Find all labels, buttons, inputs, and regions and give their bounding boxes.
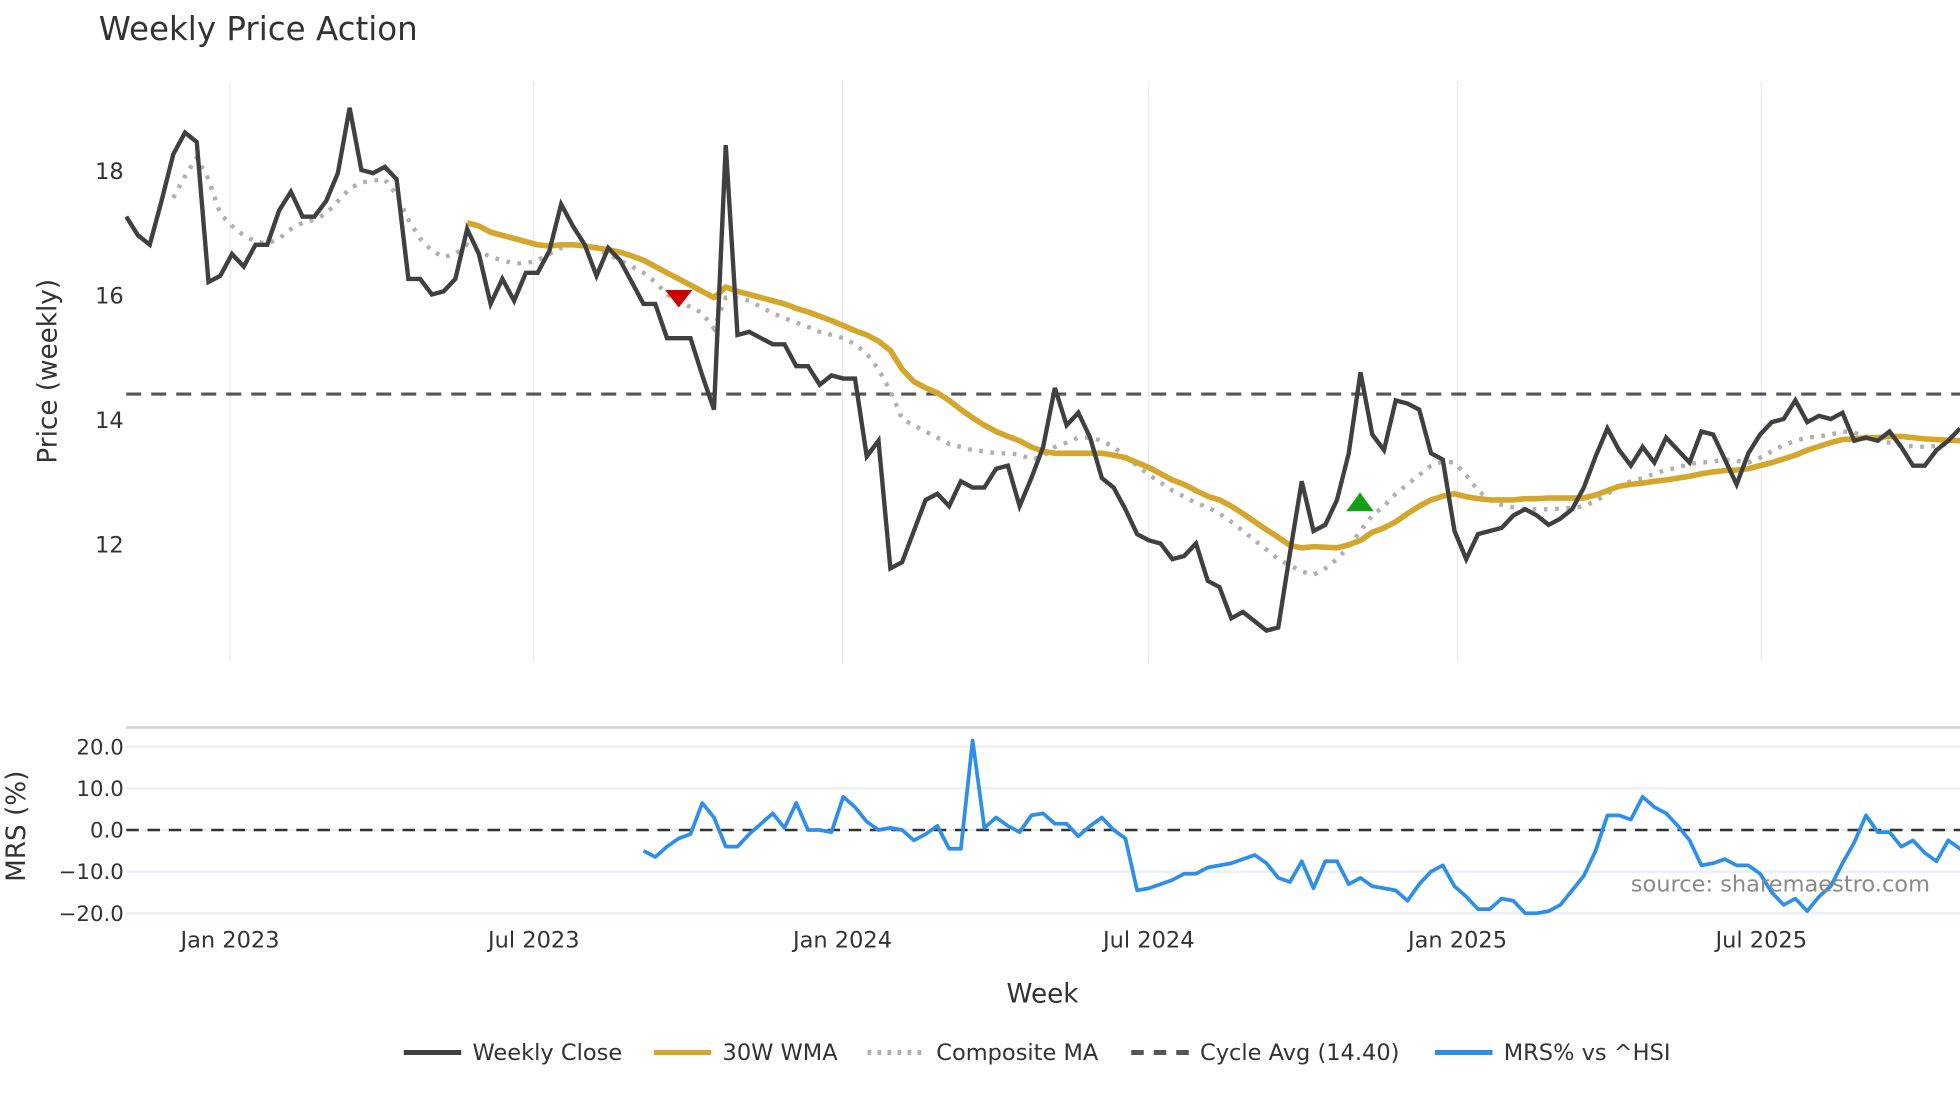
legend-label: Cycle Avg (14.40) [1200,1040,1399,1066]
price-y-tick: 16 [95,283,124,309]
legend-label: Weekly Close [473,1040,623,1066]
x-tick: Jul 2025 [1713,928,1807,954]
legend-item-composite[interactable]: Composite MA [868,1040,1099,1066]
x-axis-label: Week [1007,980,1080,1010]
mrs-y-axis-label: MRS (%) [2,771,32,882]
x-tick: Jan 2024 [791,928,892,954]
legend-label: Composite MA [936,1040,1099,1066]
chart-title: Weekly Price Action [99,10,418,48]
legend-label: 30W WMA [723,1040,839,1066]
mrs-y-tick: 0.0 [90,819,124,844]
mrs-y-ticks: −20.0 −10.0 0.0 10.0 20.0 [59,735,124,927]
source-note: source: sharemaestro.com [1631,871,1930,897]
legend-item-wma[interactable]: 30W WMA [654,1040,838,1066]
weekly-close-line [126,108,1960,631]
legend-item-cycle[interactable]: Cycle Avg (14.40) [1131,1040,1399,1066]
x-tick: Jul 2023 [486,928,580,954]
mrs-y-tick: −10.0 [59,860,124,885]
mrs-y-tick: 20.0 [76,735,123,760]
x-tick: Jan 2023 [178,928,279,954]
mrs-y-tick: 10.0 [76,777,123,802]
legend-item-weekly_close[interactable]: Weekly Close [404,1040,622,1066]
price-y-tick: 12 [95,532,124,558]
price-y-tick: 18 [95,159,124,185]
composite-ma-line [173,158,1948,575]
wma-30w-line [467,223,1960,548]
buy-signal-triangle-up-icon [1346,493,1374,512]
x-tick: Jan 2025 [1406,928,1507,954]
legend: Weekly Close 30W WMA Composite MA Cycle Avg… [404,1040,1671,1066]
price-y-ticks: 12 14 16 18 [95,159,124,559]
price-y-tick: 14 [95,408,124,434]
x-axis-ticks: Jan 2023 Jul 2023 Jan 2024 Jul 2024 Jan 2025… [178,928,1807,954]
price-y-axis-label: Price (weekly) [33,279,63,464]
legend-item-mrs[interactable]: MRS% vs ^HSI [1435,1040,1671,1066]
legend-label: MRS% vs ^HSI [1504,1040,1671,1066]
x-tick: Jul 2024 [1101,928,1195,954]
mrs-y-tick: −20.0 [59,902,124,927]
price-vertical-gridlines [230,81,1761,662]
